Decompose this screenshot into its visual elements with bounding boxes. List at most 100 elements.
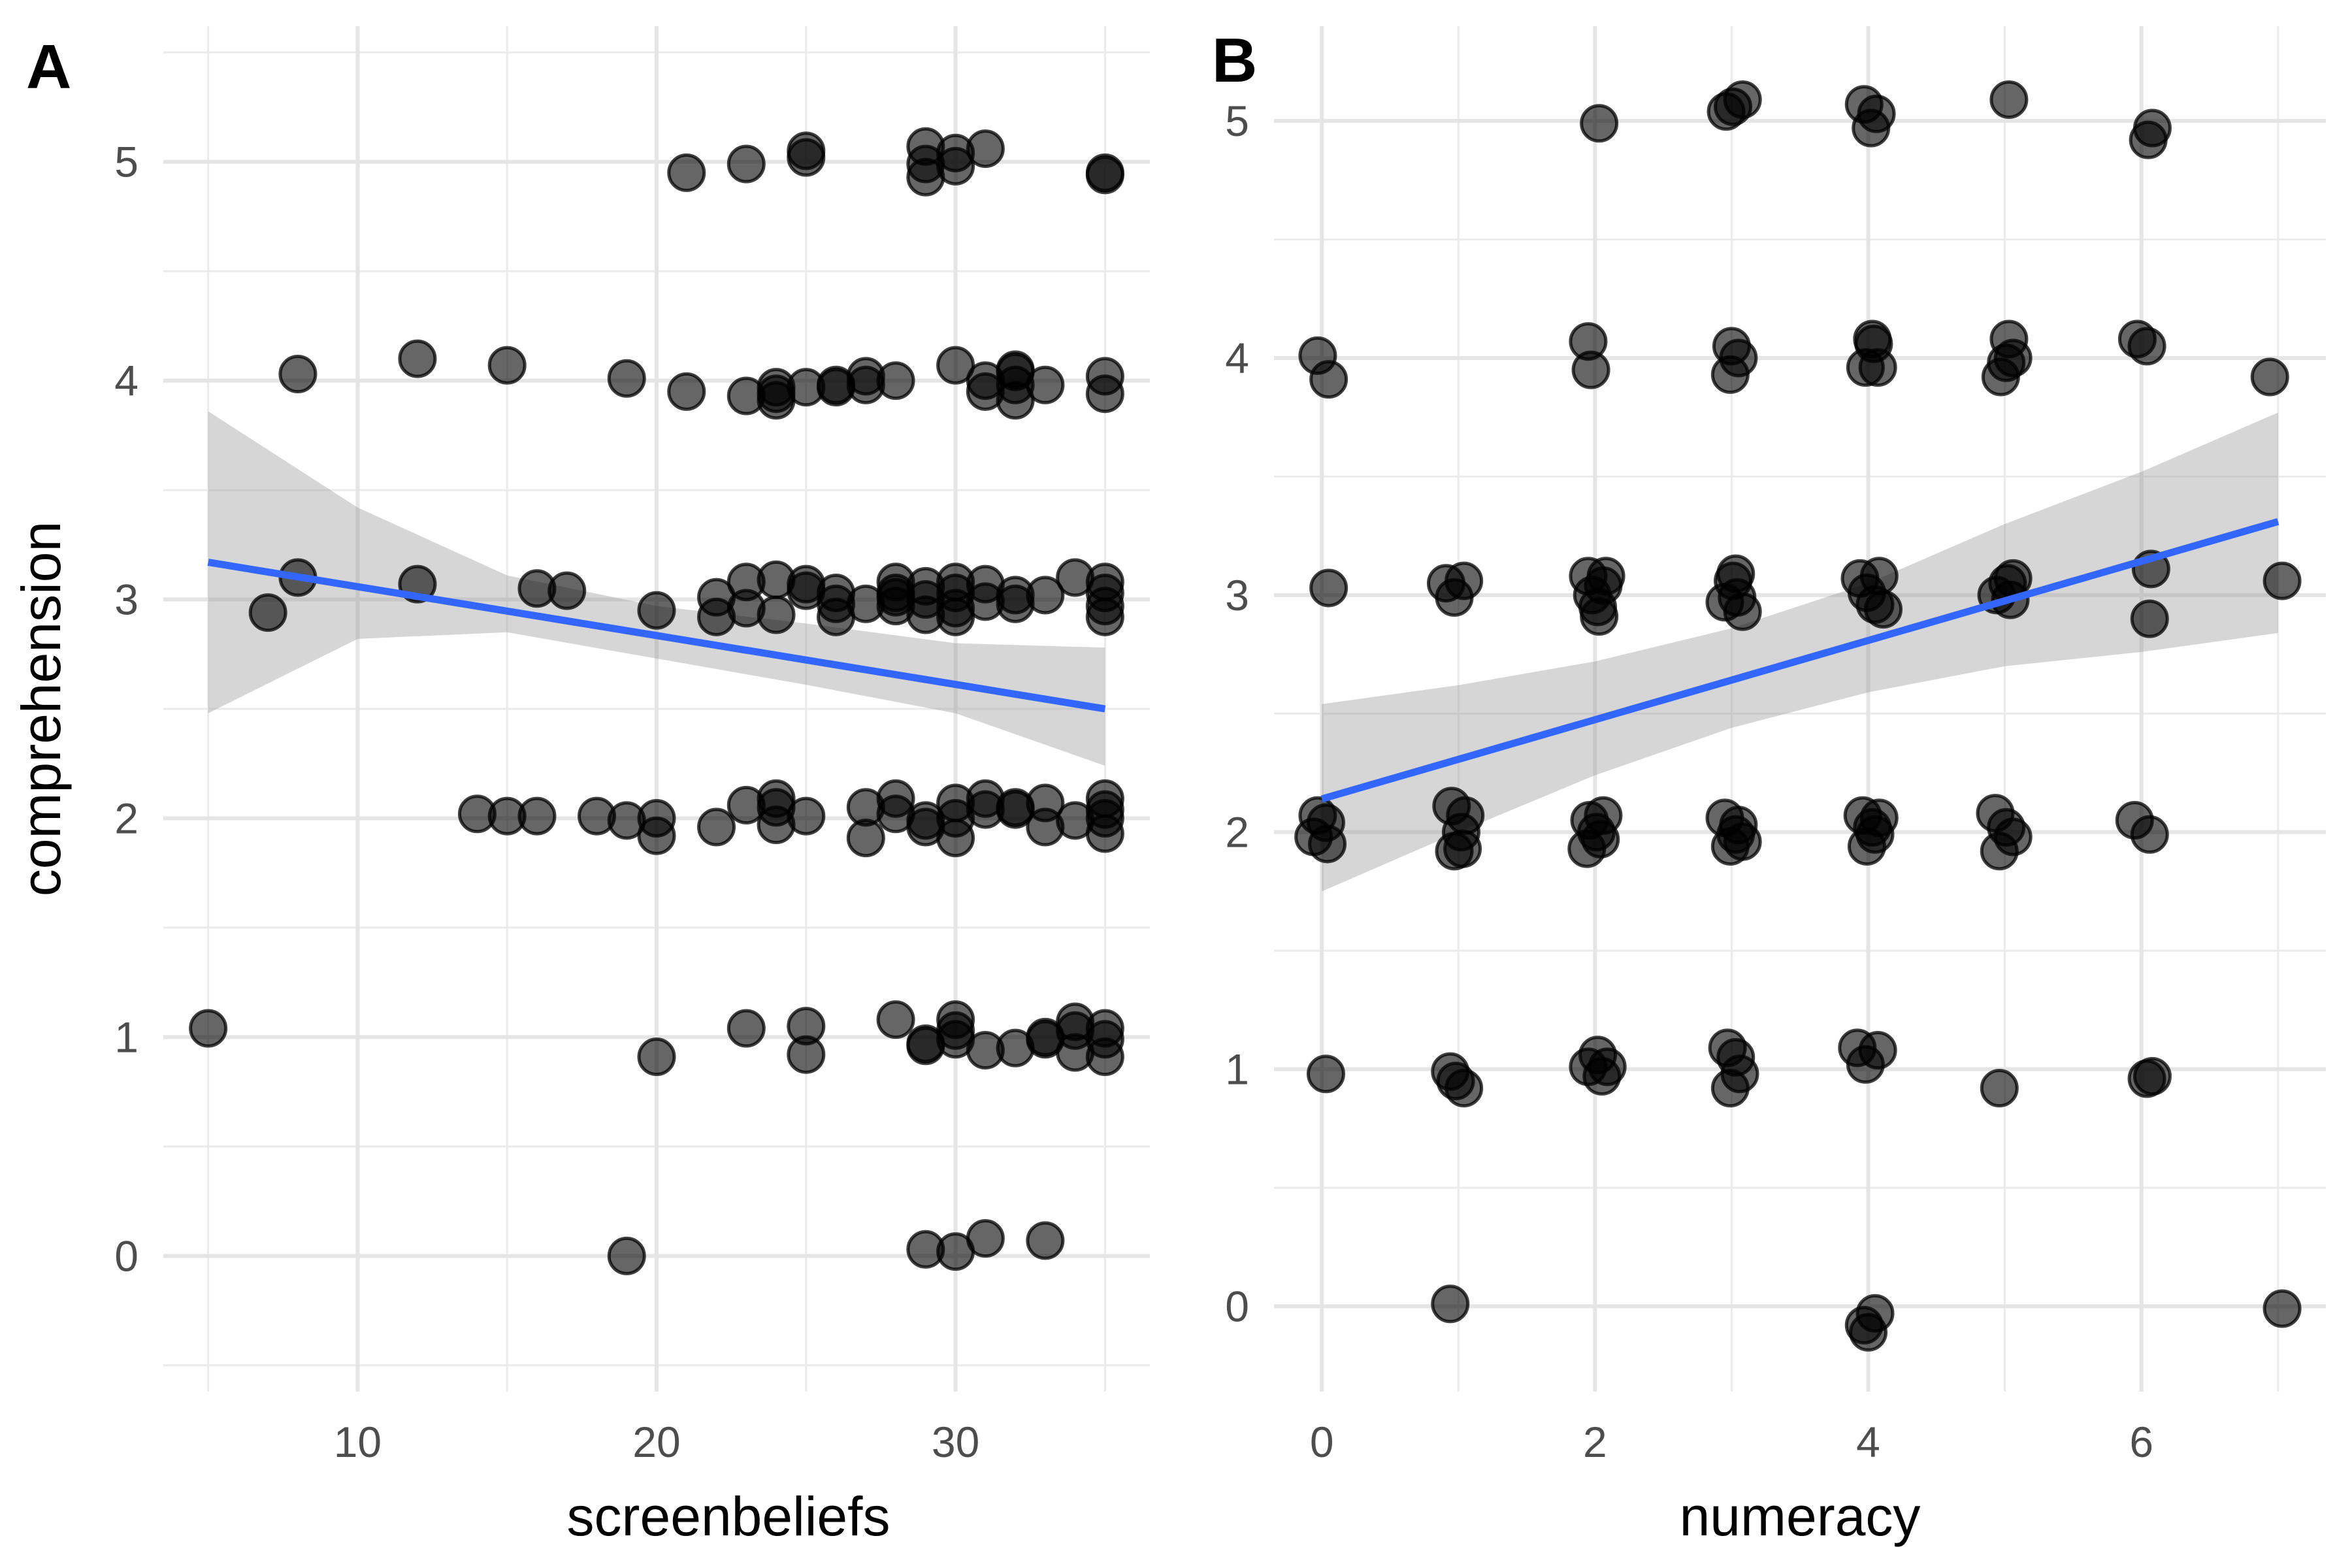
panel-a-data-point (547, 571, 587, 610)
panel-a-data-point (757, 595, 796, 634)
panel-a-y-tick-label: 5 (114, 138, 139, 186)
panel-a-data-point (1026, 365, 1065, 404)
panel-a-data-point (1085, 814, 1124, 853)
panel-b-data-point (1723, 592, 1762, 631)
panel-a-data-point (189, 1009, 228, 1048)
panel-b-x-tick-label: 0 (1310, 1418, 1334, 1466)
panel-a-data-point (936, 819, 975, 858)
panel-b-data-point (1306, 1054, 1345, 1094)
panel-a-data-point (936, 146, 975, 186)
panel-b-y-tick-label: 5 (1225, 97, 1249, 145)
panel-b-y-tick-label: 1 (1225, 1045, 1249, 1094)
panel-b-data-point (1859, 557, 1899, 596)
panel-a-data-point (966, 129, 1005, 169)
panel-b-x-tick-label: 6 (2129, 1418, 2153, 1466)
panel-a-data-point (248, 593, 287, 632)
panel-a-data-point (278, 355, 318, 394)
panel-b-data-point (1857, 94, 1896, 133)
panel-b-data-point (1309, 360, 1348, 399)
panel-a-y-tick-label: 2 (114, 794, 139, 842)
panel-a-data-point (727, 1009, 766, 1048)
panel-b-data-point (2130, 599, 2169, 638)
panel-b: B numeracy 0 2 4 6 0 1 2 3 4 5 (1212, 25, 2326, 1547)
panel-b-data-point (1716, 815, 1756, 854)
panel-a-data-point (1026, 576, 1065, 615)
panel-a-data-point (876, 1000, 915, 1039)
panel-b-data-point (1571, 350, 1610, 389)
panel-b-data-point (1849, 1313, 1888, 1352)
panel-b-y-tick-label: 0 (1225, 1282, 1249, 1330)
panel-a-y-tick-label: 3 (114, 576, 139, 624)
panel-a-y-axis-title: comprehension (10, 521, 72, 896)
panel-b-data-point (2127, 327, 2166, 366)
panel-a-y-tick-label: 4 (114, 357, 139, 405)
panel-b-data-point (1309, 568, 1348, 608)
panel-a: A screenbeliefs comprehension 10 20 30 0 1 2 3… (10, 26, 1150, 1547)
panel-a-data-point (667, 153, 706, 192)
panel-b-x-axis-title: numeracy (1680, 1486, 1921, 1547)
panel-a-data-point (936, 597, 975, 636)
panel-a-confidence-band (208, 411, 1105, 766)
panel-b-data-point (1446, 796, 1485, 835)
panel-a-data-point (846, 819, 885, 858)
panel-a-data-point (787, 138, 826, 177)
panel-a-data-point (517, 796, 557, 836)
panel-a-data-point (637, 816, 676, 855)
panel-b-data-point (1584, 796, 1623, 835)
panel-b-data-point (1431, 1284, 1470, 1324)
panel-b-data-point (1443, 829, 1482, 868)
panel-a-data-point (697, 808, 736, 847)
panel-a-data-point (1085, 597, 1124, 636)
panel-a-data-point (607, 1236, 646, 1275)
panel-b-data-point (1980, 1069, 2019, 1108)
panel-b-data-point (2130, 815, 2169, 854)
panel-b-confidence-band (1322, 412, 2278, 892)
panel-a-y-tick-label: 1 (114, 1013, 139, 1061)
panel-b-x-tick-label: 4 (1856, 1418, 1880, 1466)
panel-b-data-point (2132, 1056, 2172, 1096)
panel-b-data-point (1854, 324, 1893, 363)
panel-a-x-tick-label: 10 (334, 1418, 382, 1466)
panel-b-data-point (1445, 561, 1484, 600)
panel-b-data-point (2262, 561, 2302, 600)
panel-b-data-point (1989, 80, 2029, 119)
panel-b-data-point (1445, 1069, 1484, 1108)
panel-a-data-point (996, 350, 1035, 389)
panel-a-data-point (1085, 1037, 1124, 1077)
panel-a-data-point (787, 1035, 826, 1074)
panel-a-data-point (936, 346, 975, 385)
panel-a-y-tick-label: 0 (114, 1232, 139, 1280)
panel-b-data-point (1308, 825, 1347, 864)
panel-a-data-point (787, 796, 826, 836)
panel-a-data-point (727, 144, 766, 184)
panel-a-data-point (637, 1037, 676, 1077)
panel-a-data-point (667, 372, 706, 411)
panel-a-x-tick-label: 30 (932, 1418, 979, 1466)
panel-b-data-point (1858, 1031, 1897, 1070)
panel-b-tag: B (1212, 25, 1257, 95)
panel-b-data-point (1855, 815, 1895, 854)
panel-b-data-point (1580, 596, 1619, 636)
panel-b-data-point (1993, 817, 2033, 857)
panel-b-data-point (1864, 590, 1903, 629)
panel-b-points (1294, 80, 2302, 1352)
panel-a-data-point (966, 1219, 1005, 1258)
panel-b-data-point (2262, 1289, 2302, 1328)
panel-a-data-point (398, 339, 437, 378)
panel-a-data-point (607, 359, 646, 398)
panel-b-data-point (1588, 1047, 1627, 1086)
panel-a-data-point (1026, 1221, 1065, 1260)
panel-b-trend-line (1320, 518, 2279, 803)
panel-a-data-point (637, 591, 676, 630)
panel-a-trend-line (207, 559, 1106, 713)
panel-b-y-tick-label: 3 (1225, 571, 1249, 619)
panel-a-x-axis-title: screenbeliefs (567, 1486, 890, 1547)
panel-b-data-point (1987, 343, 2026, 382)
panel-a-x-tick-label: 20 (632, 1418, 680, 1466)
panel-b-data-point (2250, 357, 2289, 397)
panel-b-data-point (1719, 338, 1758, 378)
panel-a-points (189, 127, 1124, 1275)
panel-b-data-point (1723, 80, 1762, 119)
panel-b-data-point (2132, 108, 2172, 148)
